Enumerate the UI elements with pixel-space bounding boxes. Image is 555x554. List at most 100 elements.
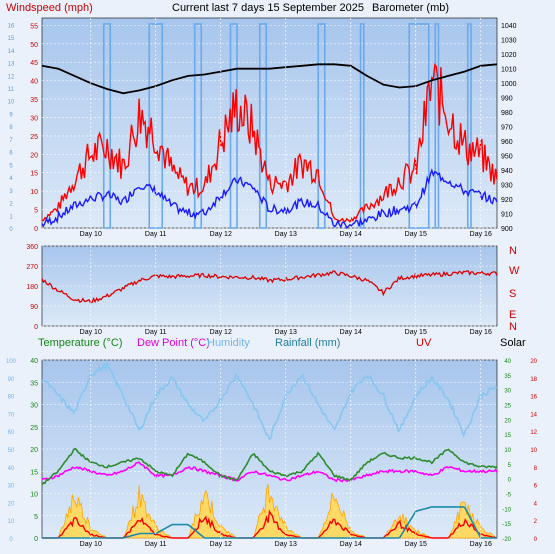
humidity-tick-label: 90 xyxy=(8,377,15,383)
temperature-day-label: Day 12 xyxy=(210,541,232,548)
pressure-tick-label: 930 xyxy=(501,183,513,190)
temperature-day-label: Day 16 xyxy=(470,541,492,548)
wind-tick-label: 45 xyxy=(30,60,38,67)
uv-tick-label: 4 xyxy=(534,501,538,507)
compass-label: S xyxy=(509,288,516,300)
pressure-tick-label: 1010 xyxy=(501,67,517,74)
uv-tick-label: 8 xyxy=(534,466,538,472)
right-tick-label: 25 xyxy=(504,404,511,410)
wind-tick-label: 30 xyxy=(30,115,38,122)
wind-alt-tick-label: 15 xyxy=(8,36,15,42)
right-tick-label: 35 xyxy=(504,374,511,380)
legend-uv: UV xyxy=(416,337,432,349)
temperature-tick-label: 10 xyxy=(30,492,38,499)
humidity-tick-label: 70 xyxy=(8,412,15,418)
humidity-tick-label: 0 xyxy=(9,537,13,543)
temperature-tick-label: 20 xyxy=(30,447,38,454)
wind-alt-tick-label: 16 xyxy=(8,23,15,29)
wind-alt-tick-label: 13 xyxy=(8,62,15,68)
humidity-tick-label: 60 xyxy=(8,430,15,436)
pressure-tick-label: 1000 xyxy=(501,81,517,88)
wind-alt-tick-label: 14 xyxy=(8,49,15,55)
temperature-tick-label: 25 xyxy=(30,425,38,432)
direction-tick-label: 180 xyxy=(26,284,38,291)
humidity-tick-label: 50 xyxy=(8,448,15,454)
right-tick-label: -15 xyxy=(502,522,511,528)
chart-title: Current last 7 days 15 September 2025 xyxy=(172,2,364,14)
wind-tick-label: 0 xyxy=(34,226,38,233)
compass-label: E xyxy=(509,309,516,321)
pressure-tick-label: 910 xyxy=(501,212,513,219)
direction-day-label: Day 16 xyxy=(470,329,492,336)
uv-tick-label: 6 xyxy=(534,484,538,490)
legend-temperature: Temperature (°C) xyxy=(38,337,122,349)
compass-label: W xyxy=(509,265,520,277)
direction-day-label: Day 14 xyxy=(340,329,362,336)
pressure-tick-label: 990 xyxy=(501,96,513,103)
right-tick-label: -10 xyxy=(502,507,511,513)
pressure-tick-label: 1020 xyxy=(501,52,517,59)
wind-alt-tick-label: 8 xyxy=(9,125,13,131)
humidity-tick-label: 40 xyxy=(8,466,15,472)
temperature-day-label: Day 10 xyxy=(80,541,102,548)
temperature-panel: 05101520253035400102030405060708090100-2… xyxy=(6,358,538,548)
direction-tick-label: 90 xyxy=(30,304,38,311)
humidity-tick-label: 100 xyxy=(6,359,17,365)
temperature-tick-label: 5 xyxy=(34,514,38,521)
uv-tick-label: 16 xyxy=(530,395,537,401)
wind-tick-label: 10 xyxy=(30,189,38,196)
uv-tick-label: 0 xyxy=(534,537,538,543)
windspeed-label: Windspeed (mph) xyxy=(6,2,93,14)
wind-direction-plot-area xyxy=(41,245,498,327)
uv-tick-label: 10 xyxy=(530,448,537,454)
direction-day-label: Day 13 xyxy=(275,329,297,336)
wind-bar xyxy=(466,23,472,229)
right-tick-label: 40 xyxy=(504,359,511,365)
wind-alt-tick-label: 5 xyxy=(9,163,13,169)
direction-day-label: Day 12 xyxy=(210,329,232,336)
uv-tick-label: 12 xyxy=(530,430,537,436)
temperature-tick-label: 15 xyxy=(30,469,38,476)
compass-label: N xyxy=(509,321,517,333)
wind-day-label: Day 14 xyxy=(340,231,362,238)
wind-day-label: Day 12 xyxy=(210,231,232,238)
wind-alt-tick-label: 10 xyxy=(8,100,15,106)
wind-tick-label: 25 xyxy=(30,134,38,141)
wind-tick-label: 5 xyxy=(34,208,38,215)
wind-bar xyxy=(102,23,112,229)
wind-day-label: Day 10 xyxy=(80,231,102,238)
pressure-tick-label: 1040 xyxy=(501,23,517,30)
direction-tick-label: 0 xyxy=(34,324,38,331)
wind-alt-tick-label: 6 xyxy=(9,151,13,157)
wind-direction-line xyxy=(41,270,498,304)
humidity-line xyxy=(41,360,498,441)
uv-tick-label: 20 xyxy=(530,359,537,365)
wind-alt-tick-label: 3 xyxy=(9,189,13,195)
right-tick-label: 15 xyxy=(504,433,511,439)
wind-tick-label: 15 xyxy=(30,171,38,178)
temperature-line xyxy=(41,447,498,486)
wind-gust-line xyxy=(41,62,498,224)
right-tick-label: 30 xyxy=(504,389,511,395)
temperature-tick-label: 0 xyxy=(34,536,38,543)
direction-day-label: Day 10 xyxy=(80,329,102,336)
right-tick-label: 0 xyxy=(508,478,512,484)
temperature-day-label: Day 11 xyxy=(145,541,167,548)
pressure-tick-label: 900 xyxy=(501,226,513,233)
wind-alt-tick-label: 4 xyxy=(9,176,13,182)
right-tick-label: -5 xyxy=(506,493,512,499)
wind-tick-label: 35 xyxy=(30,97,38,104)
temperature-tick-label: 35 xyxy=(30,380,38,387)
direction-tick-label: 270 xyxy=(26,264,38,271)
wind-alt-tick-label: 7 xyxy=(9,138,13,144)
wind-bar xyxy=(317,23,326,229)
pressure-tick-label: 960 xyxy=(501,139,513,146)
wind-day-label: Day 11 xyxy=(145,231,167,238)
wind-alt-tick-label: 11 xyxy=(8,87,15,93)
compass-label: N xyxy=(509,245,517,257)
legend-dew-point: Dew Point (°C) xyxy=(137,337,210,349)
wind-day-label: Day 13 xyxy=(275,231,297,238)
wind-bar xyxy=(408,23,430,229)
